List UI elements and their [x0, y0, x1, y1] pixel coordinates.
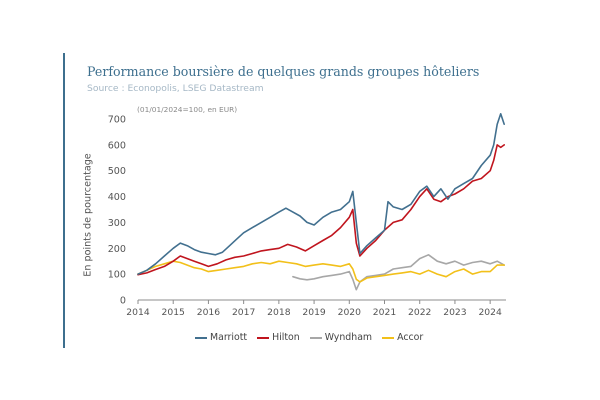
- legend-label-hilton: Hilton: [272, 332, 300, 343]
- x-tick-label: 2018: [267, 307, 291, 318]
- y-tick-label: 100: [108, 270, 126, 281]
- x-tick-label: 2024: [478, 307, 502, 318]
- legend-item-accor: Accor: [382, 332, 423, 343]
- x-tick-label: 2023: [443, 307, 467, 318]
- legend-item-hilton: Hilton: [257, 332, 300, 343]
- legend-item-marriott: Marriott: [195, 332, 247, 343]
- x-tick-label: 2020: [338, 307, 362, 318]
- x-tick-label: 2016: [197, 307, 221, 318]
- x-tick-label: 2014: [126, 307, 150, 318]
- chart-title: Performance boursière de quelques grands…: [87, 64, 480, 79]
- y-tick-label: 700: [108, 115, 126, 126]
- y-tick-label: 600: [108, 140, 126, 151]
- y-tick-label: 500: [108, 166, 126, 177]
- series-line-marriott: [137, 113, 505, 275]
- legend-swatch-hilton: [257, 336, 270, 339]
- legend-swatch-marriott: [195, 336, 207, 339]
- chart-source: Source : Econopolis, LSEG Datastream: [87, 83, 264, 94]
- x-tick-label: 2019: [302, 307, 326, 318]
- legend: Marriott Hilton Wyndham Accor: [195, 332, 423, 343]
- series-line-wyndham: [292, 254, 505, 291]
- legend-label-accor: Accor: [397, 332, 424, 343]
- legend-label-marriott: Marriott: [210, 332, 248, 343]
- legend-swatch-accor: [382, 336, 395, 339]
- legend-swatch-wyndham: [309, 336, 322, 339]
- x-tick-label: 2022: [408, 307, 431, 318]
- series-lines: [137, 113, 505, 291]
- legend-item-wyndham: Wyndham: [309, 332, 373, 343]
- series-line-accor: [137, 260, 505, 283]
- y-tick-label: 300: [108, 218, 126, 229]
- y-tick-label: 0: [120, 296, 126, 307]
- chart-note: (01/01/2024=100, en EUR): [137, 105, 237, 114]
- series-line-hilton: [137, 144, 505, 276]
- accent-rule: [63, 53, 65, 348]
- legend-label-wyndham: Wyndham: [324, 332, 373, 343]
- x-tick-label: 2015: [162, 307, 186, 318]
- x-tick-label: 2021: [373, 307, 396, 318]
- x-tick-label: 2017: [232, 307, 256, 318]
- y-tick-label: 400: [108, 192, 126, 203]
- axes: 0 100 200 300 400 500 600 700 2014 2015 2016 2017 20…: [108, 115, 506, 318]
- y-tick-label: 200: [108, 244, 126, 255]
